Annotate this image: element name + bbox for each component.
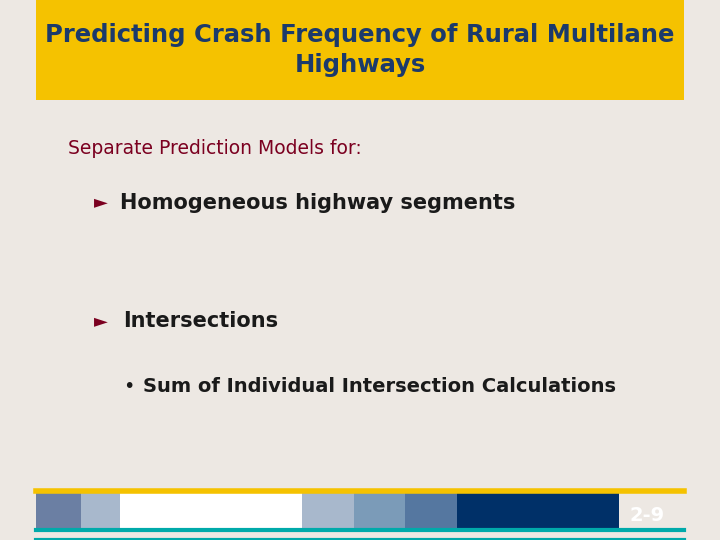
Text: ►: ►: [94, 193, 108, 212]
Bar: [250, 491, 302, 530]
Text: Predicting Crash Frequency of Rural Multilane: Predicting Crash Frequency of Rural Mult…: [45, 23, 675, 47]
Text: ►: ►: [94, 312, 108, 330]
Text: Sum of Individual Intersection Calculations: Sum of Individual Intersection Calculati…: [143, 376, 616, 396]
Text: Homogeneous highway segments: Homogeneous highway segments: [120, 192, 516, 213]
Bar: [36, 100, 684, 491]
Bar: [457, 491, 619, 530]
Bar: [405, 491, 457, 530]
Text: •: •: [123, 376, 135, 396]
Bar: [120, 491, 237, 530]
Bar: [354, 491, 405, 530]
Bar: [302, 491, 354, 530]
Text: Highways: Highways: [294, 53, 426, 77]
Text: Separate Prediction Models for:: Separate Prediction Models for:: [68, 139, 362, 158]
Bar: [81, 491, 120, 530]
Bar: [36, 0, 684, 100]
Bar: [36, 491, 81, 530]
Bar: [237, 491, 250, 530]
Text: Intersections: Intersections: [123, 311, 279, 332]
Text: 2-9: 2-9: [630, 506, 665, 525]
